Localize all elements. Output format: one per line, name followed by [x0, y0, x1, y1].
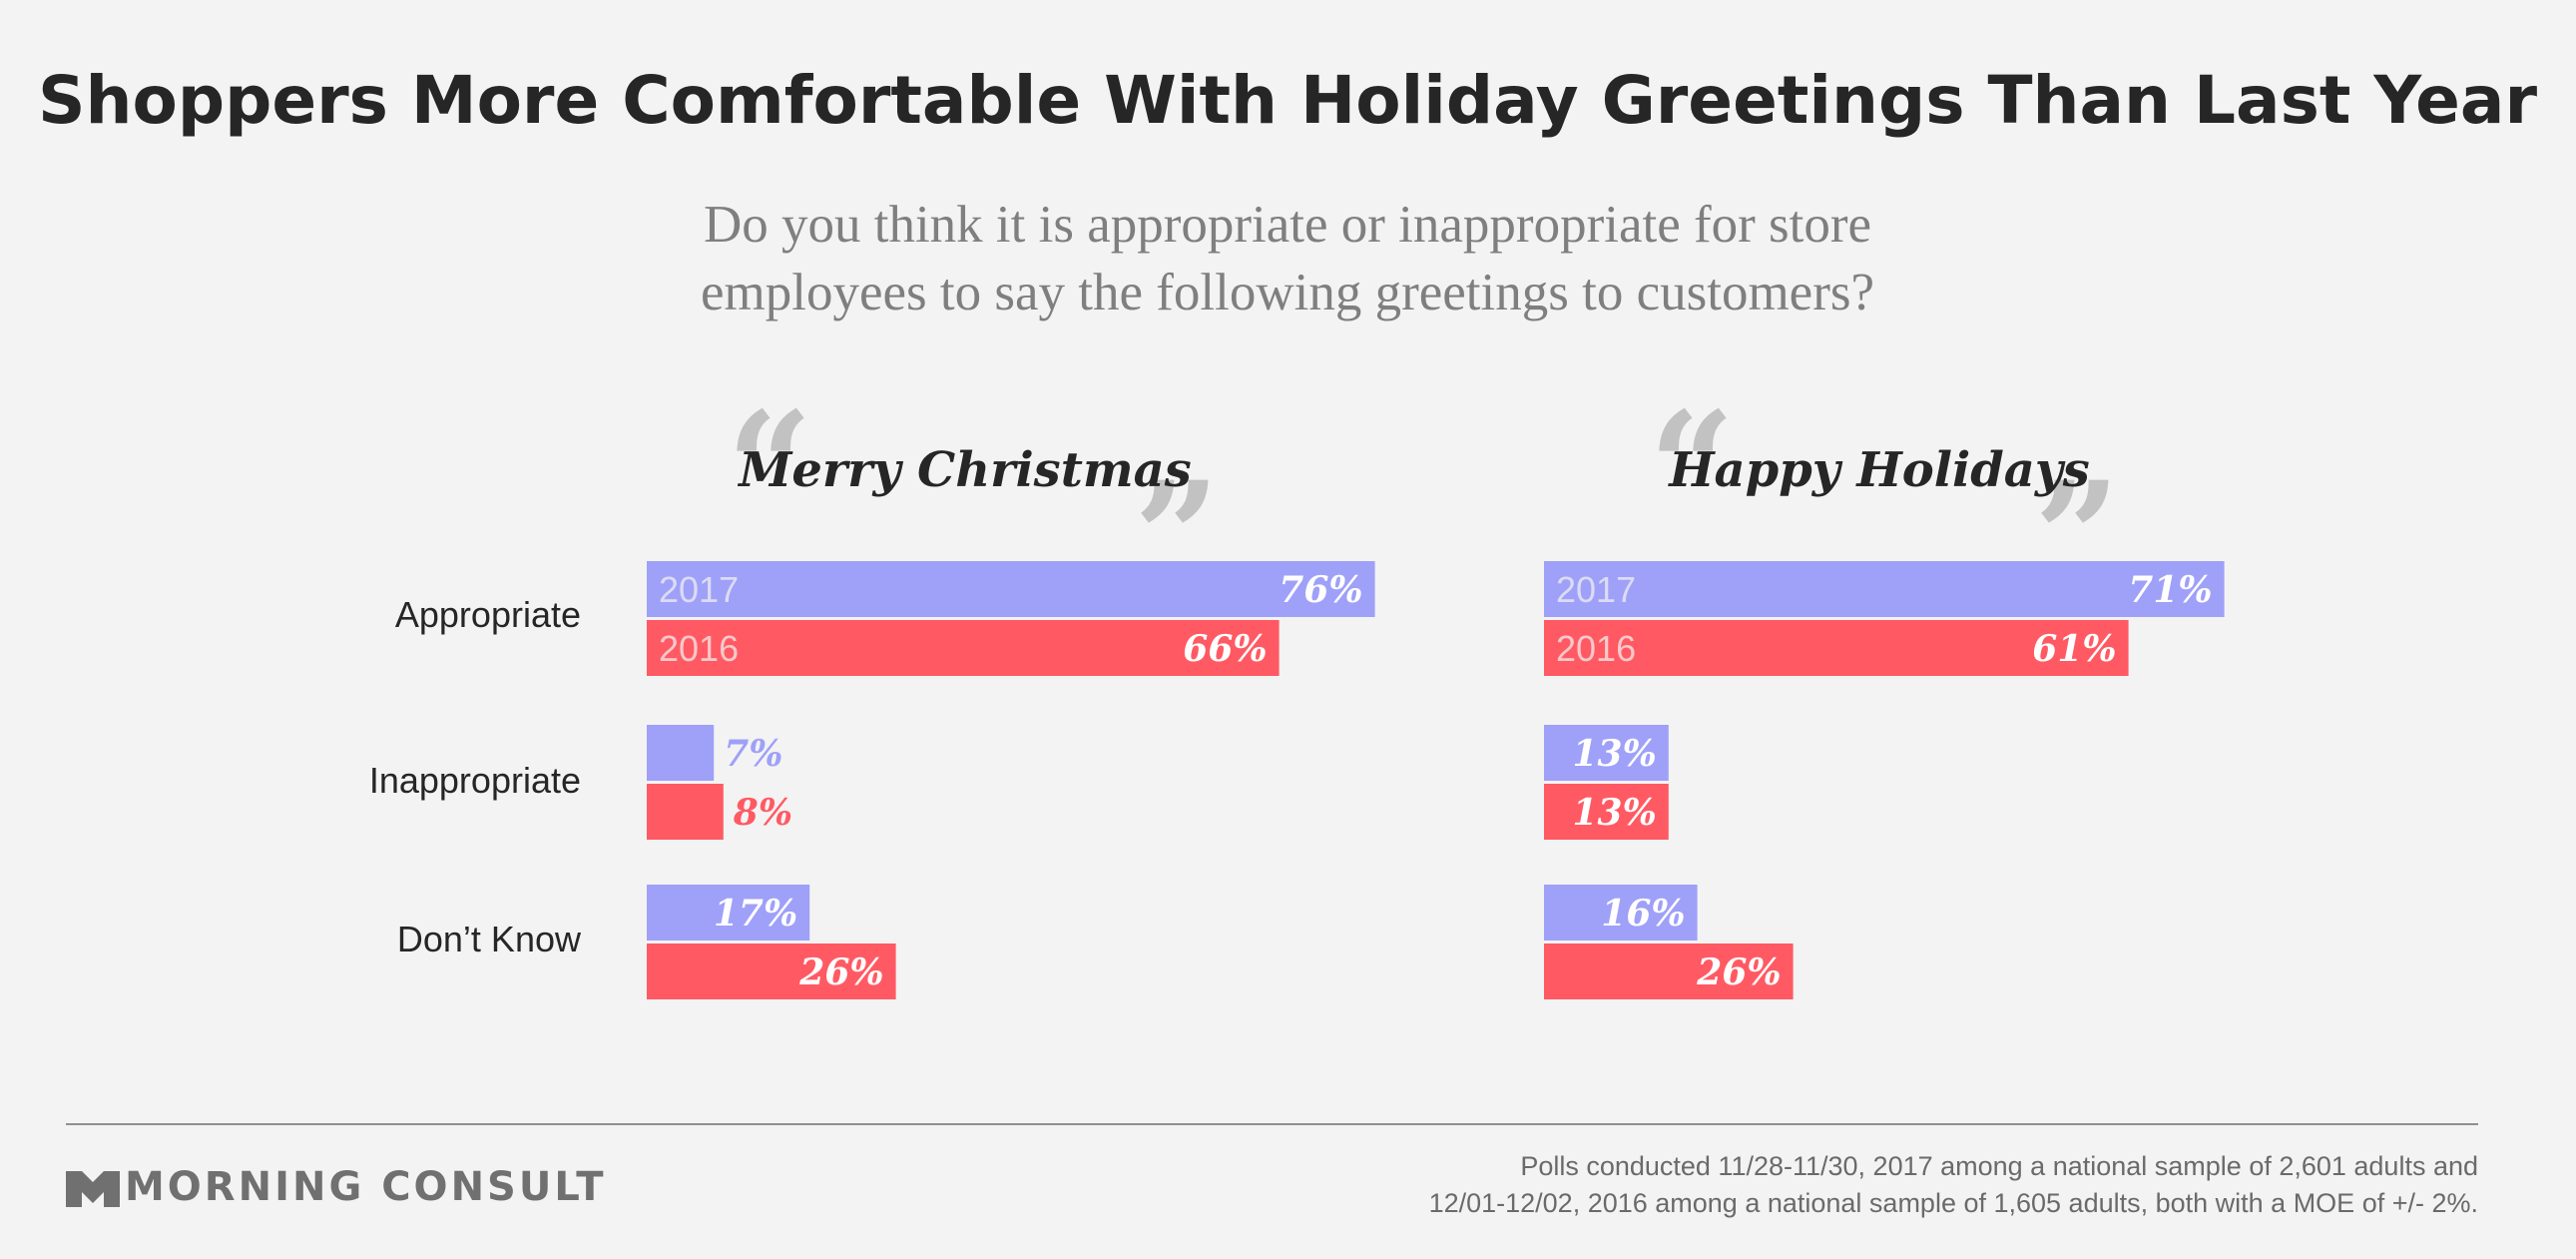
value-label-happy-holidays-dont-know-2016: 26% [1696, 951, 1781, 993]
chart-subtitle-line-2: employees to say the following greetings… [701, 264, 1874, 321]
bar-merry-christmas-appropriate-2016 [647, 620, 1280, 676]
bar-merry-christmas-inappropriate-2016 [647, 784, 724, 840]
panel-title-merry-christmas: Merry Christmas [737, 442, 1192, 498]
value-label-happy-holidays-inappropriate-2017: 13% [1572, 733, 1656, 775]
bar-merry-christmas-appropriate-2017 [647, 561, 1375, 617]
value-label-merry-christmas-appropriate-2017: 76% [1279, 569, 1362, 611]
morning-consult-logo-icon [66, 1171, 120, 1207]
chart-subtitle-line-1: Do you think it is appropriate or inappr… [704, 196, 1871, 254]
series-label-happy-holidays-2017: 2017 [1556, 569, 1636, 610]
open-quote-mark-happy-holidays: “ [1649, 379, 1735, 555]
bar-happy-holidays-inappropriate-2017 [1544, 725, 1669, 781]
value-label-merry-christmas-dont-know-2017: 17% [714, 893, 797, 935]
value-label-happy-holidays-appropriate-2016: 61% [2032, 628, 2116, 670]
bar-happy-holidays-appropriate-2016 [1544, 620, 2129, 676]
bars-layer: 2017 76%2016 66%7%8%17%26%2017 71%2016 61%13… [647, 561, 2225, 999]
series-label-merry-christmas-2017: 2017 [659, 569, 739, 610]
value-label-happy-holidays-appropriate-2017: 71% [2128, 569, 2212, 611]
value-label-merry-christmas-inappropriate-2016: 8% [733, 792, 792, 834]
methodology-note-line-2: 12/01-12/02, 2016 among a national sampl… [1429, 1188, 2478, 1218]
series-label-happy-holidays-2016: 2016 [1556, 628, 1636, 669]
panel-title-happy-holidays: Happy Holidays [1667, 442, 2090, 498]
bar-happy-holidays-appropriate-2017 [1544, 561, 2225, 617]
methodology-note-line-1: Polls conducted 11/28-11/30, 2017 among … [1520, 1151, 2478, 1181]
value-label-merry-christmas-dont-know-2016: 26% [798, 951, 883, 993]
category-label-appropriate: Appropriate [395, 594, 581, 635]
bar-happy-holidays-inappropriate-2016 [1544, 784, 1669, 840]
bar-merry-christmas-inappropriate-2017 [647, 725, 715, 781]
bar-merry-christmas-dont-know-2017 [647, 885, 810, 941]
bar-merry-christmas-dont-know-2016 [647, 944, 896, 999]
value-label-happy-holidays-dont-know-2017: 16% [1601, 893, 1685, 935]
value-label-merry-christmas-appropriate-2016: 66% [1183, 628, 1267, 670]
brand-name: MORNING CONSULT [125, 1164, 606, 1210]
bar-happy-holidays-dont-know-2017 [1544, 885, 1698, 941]
open-quote-mark-merry-christmas: “ [727, 379, 812, 555]
series-label-merry-christmas-2016: 2016 [659, 628, 739, 669]
category-label-inappropriate: Inappropriate [369, 760, 581, 801]
value-label-happy-holidays-inappropriate-2016: 13% [1572, 792, 1656, 834]
value-label-merry-christmas-inappropriate-2017: 7% [724, 733, 782, 775]
category-label-dont-know: Don’t Know [397, 919, 582, 959]
chart-title: Shoppers More Comfortable With Holiday G… [38, 62, 2537, 139]
bar-happy-holidays-dont-know-2016 [1544, 944, 1794, 999]
